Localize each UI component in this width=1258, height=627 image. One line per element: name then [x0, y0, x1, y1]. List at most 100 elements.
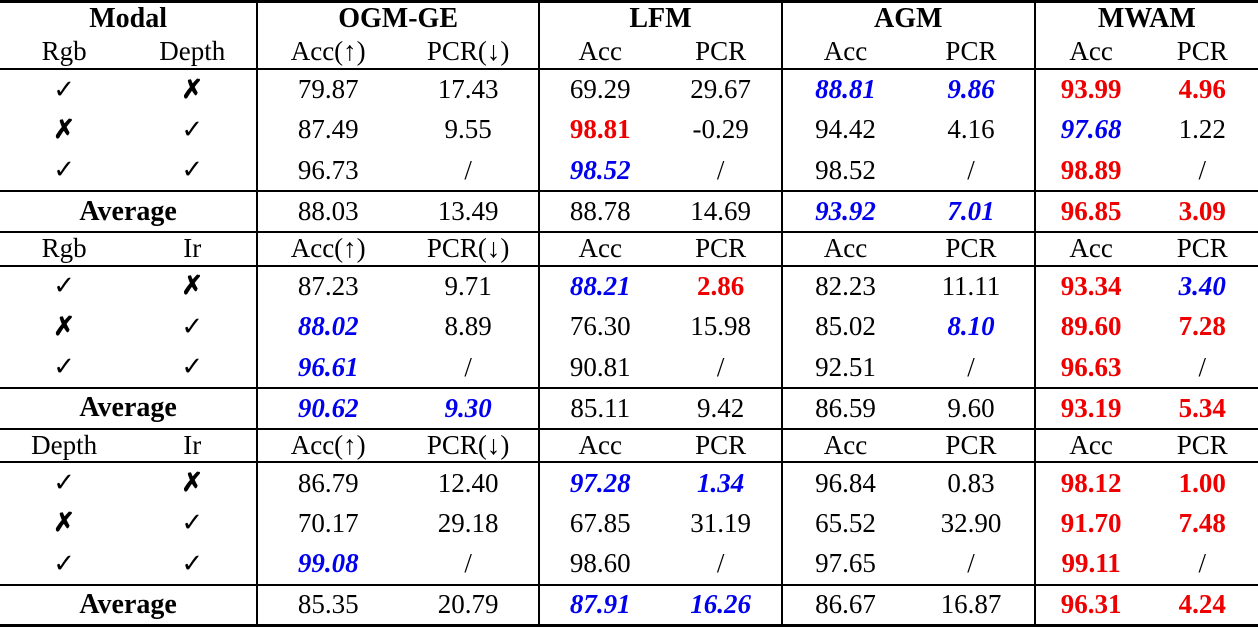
value-cell: 79.87	[297, 74, 359, 105]
value-cell: 96.63	[1034, 347, 1147, 389]
check-icon: ✓	[128, 543, 259, 586]
value-cell: 70.17	[297, 507, 359, 538]
value-cell: 17.43	[398, 68, 541, 110]
value-cell: 96.84	[815, 467, 876, 498]
value-cell: 93.99	[1060, 74, 1122, 105]
value-cell: 90.81	[539, 347, 661, 389]
value-cell: 93.34	[1060, 270, 1122, 301]
value-cell: 88.81	[815, 74, 876, 105]
check-icon: ✓	[128, 150, 259, 193]
average-value-cell: 7.01	[908, 191, 1036, 233]
check-icon: ✓	[53, 74, 76, 104]
value-cell: 97.28	[569, 467, 631, 498]
value-cell: 67.85	[569, 507, 631, 538]
value-cell: 2.86	[660, 265, 783, 307]
average-value-cell: 9.60	[908, 387, 1036, 430]
cross-icon: ✗	[53, 311, 76, 341]
value-cell: 4.16	[908, 109, 1036, 151]
table-row: Average 90.62 9.30 85.11 9.42 86.59 9.60 93.19 5…	[0, 387, 1258, 430]
average-value-cell: 87.91	[539, 584, 661, 627]
table-row: ✓ ✗ 86.79 12.40 97.28 1.34 96.84 0.83 98.12 1.00	[0, 462, 1258, 504]
average-value-cell: 20.79	[398, 584, 541, 627]
average-value-cell: 16.26	[660, 584, 783, 627]
check-icon: ✓	[128, 306, 259, 348]
metric-header: Acc	[781, 35, 909, 70]
value-cell: /	[908, 347, 1036, 389]
metric-header: PCR(↓)	[398, 35, 541, 70]
cross-icon: ✗	[53, 114, 76, 144]
metric-header: Acc	[539, 35, 661, 70]
value-cell: 96.61	[257, 347, 399, 389]
value-cell: 29.67	[660, 68, 783, 110]
average-value-cell: 5.34	[1146, 387, 1258, 430]
average-value-cell: 86.67	[781, 584, 909, 627]
check-icon: ✓	[128, 503, 259, 544]
metric-header: Acc	[1034, 35, 1147, 70]
cross-icon: ✗	[53, 508, 76, 538]
table-row: ✓ ✗ 87.23 9.71 88.21 2.86 82.23 11.11 93.34 3.40	[0, 265, 1258, 307]
average-value-cell: 9.30	[398, 387, 541, 430]
metric-header: Acc(↑)	[257, 428, 399, 464]
metric-header: Acc	[1034, 231, 1147, 267]
average-value-cell: 86.59	[781, 387, 909, 430]
value-cell: /	[1146, 543, 1258, 586]
value-cell: 85.02	[815, 311, 876, 342]
value-cell: 32.90	[908, 503, 1036, 544]
table-row: Modal OGM-GE LFM AGM MWAM	[0, 0, 1258, 36]
value-cell: 98.52	[781, 150, 909, 193]
value-cell: /	[660, 347, 783, 389]
value-cell: 82.23	[815, 270, 876, 301]
average-value-cell: 96.85	[1034, 191, 1147, 233]
average-value-cell: 3.09	[1146, 191, 1258, 233]
modality-header: Rgb	[0, 35, 129, 70]
table-row: ✓ ✓ 96.61/90.81/92.51/96.63/	[0, 347, 1258, 389]
value-cell: 69.29	[569, 74, 631, 105]
table-row: Rgb Depth Acc(↑) PCR(↓) Acc PCR Acc PCR Acc PCR	[0, 35, 1258, 70]
modality-header: Ir	[128, 231, 259, 267]
check-icon: ✓	[128, 109, 259, 151]
value-cell: 15.98	[660, 306, 783, 348]
check-icon: ✓	[53, 271, 76, 301]
cross-icon: ✗	[128, 462, 259, 504]
average-value-cell: 85.11	[539, 387, 661, 430]
value-cell: /	[398, 543, 541, 586]
value-cell: 98.89	[1034, 150, 1147, 193]
average-value-cell: 93.92	[781, 191, 909, 233]
value-cell: 8.89	[398, 306, 541, 348]
cross-icon: ✗	[128, 265, 259, 307]
average-value-cell: 88.03	[257, 191, 399, 233]
value-cell: 87.23	[297, 270, 359, 301]
metric-header: PCR	[908, 35, 1036, 70]
cross-icon: ✗	[128, 68, 259, 110]
column-group-header: Modal	[0, 0, 259, 36]
average-value-cell: 93.19	[1034, 387, 1147, 430]
metric-header: Acc	[539, 231, 661, 267]
table-row: Depth Ir Acc(↑) PCR(↓) Acc PCR Acc PCR Acc PCR	[0, 428, 1258, 464]
table-row: ✗ ✓ 88.02 8.89 76.30 15.98 85.02 8.10 89.60 7.28	[0, 306, 1258, 348]
value-cell: 88.02	[297, 311, 359, 342]
value-cell: 7.28	[1178, 311, 1226, 342]
average-value-cell: 16.87	[908, 584, 1036, 627]
value-cell: /	[1146, 347, 1258, 389]
value-cell: 87.49	[297, 114, 359, 145]
value-cell: 99.08	[257, 543, 399, 586]
value-cell: 89.60	[1060, 311, 1122, 342]
modality-header: Ir	[128, 428, 259, 464]
value-cell: 94.42	[815, 114, 876, 145]
table-row: Average 88.03 13.49 88.78 14.69 93.92 7.01 96.8…	[0, 191, 1258, 233]
check-icon: ✓	[0, 347, 129, 389]
value-cell: 7.48	[1178, 507, 1226, 538]
average-value-cell: 85.35	[257, 584, 399, 627]
average-value-cell: 90.62	[257, 387, 399, 430]
value-cell: 98.12	[1060, 467, 1122, 498]
average-label: Average	[0, 387, 259, 430]
value-cell: /	[1146, 150, 1258, 193]
metric-header: PCR(↓)	[398, 428, 541, 464]
metric-header: Acc	[781, 428, 909, 464]
metric-header: PCR	[1146, 428, 1258, 464]
table-row: Average 85.35 20.79 87.91 16.26 86.67 16.87 96.…	[0, 584, 1258, 627]
value-cell: /	[908, 150, 1036, 193]
value-cell: 3.40	[1178, 270, 1226, 301]
value-cell: 98.81	[569, 114, 631, 145]
